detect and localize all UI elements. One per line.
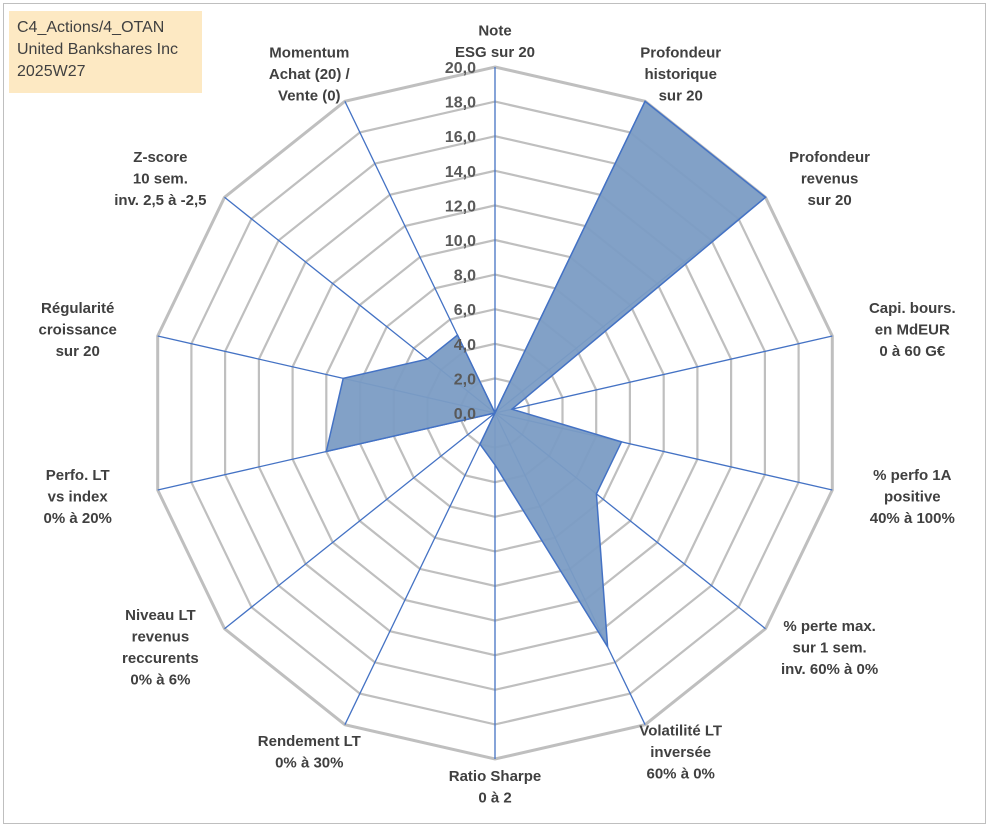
axis-label-line: sur 20 [807, 192, 851, 209]
tick-label-1: 2,0 [454, 371, 476, 388]
axis-label-6: Volatilité LT inversée 60% à 0% [639, 722, 722, 782]
axis-label-line: % perfo 1A [873, 467, 952, 484]
axis-label-10: Perfo. LT vs index 0% à 20% [44, 467, 112, 527]
axis-label-line: sur 1 sem. [792, 639, 866, 656]
axis-label-line: Momentum [269, 45, 349, 62]
axis-label-7: Ratio Sharpe 0 à 2 [449, 768, 542, 807]
axis-label-line: Rendement LT [258, 733, 361, 750]
axis-label-line: Note [478, 23, 511, 40]
axis-label-line: Profondeur [789, 149, 870, 166]
axis-label-line: inversée [650, 744, 711, 761]
tick-label-3: 6,0 [454, 302, 476, 319]
radar-axis-labels: Note ESG sur 20 Profondeur historique sur 20… [39, 23, 956, 807]
chart-title-box: C4_Actions/4_OTAN United Bankshares Inc … [9, 11, 202, 93]
axis-label-line: 0% à 20% [44, 510, 112, 527]
radar-series [325, 100, 767, 648]
axis-label-line: Achat (20) / [269, 66, 351, 83]
axis-label-line: reccurents [122, 650, 199, 667]
axis-label-line: 60% à 0% [647, 765, 715, 782]
axis-label-1: Profondeur historique sur 20 [640, 45, 721, 105]
axis-label-line: inv. 60% à 0% [781, 661, 878, 678]
axis-label-line: 40% à 100% [870, 510, 955, 527]
tick-label-7: 14,0 [445, 164, 476, 181]
tick-label-10: 20,0 [445, 60, 476, 77]
axis-label-11: Régularité croissance sur 20 [39, 300, 117, 360]
axis-label-2: Profondeur revenus sur 20 [789, 149, 870, 209]
axis-label-line: 0 à 2 [478, 790, 511, 807]
axis-label-line: Niveau LT [125, 607, 196, 624]
axis-label-line: 0% à 6% [130, 672, 190, 689]
axis-label-line: Z-score [133, 149, 187, 166]
axis-label-line: Perfo. LT [46, 467, 110, 484]
axis-label-9: Niveau LT revenus reccurents 0% à 6% [122, 607, 199, 689]
tick-label-0: 0,0 [454, 406, 476, 423]
axis-label-line: vs index [48, 489, 109, 506]
axis-label-line: revenus [801, 171, 859, 188]
axis-label-0: Note ESG sur 20 [455, 23, 535, 62]
axis-label-line: croissance [39, 321, 117, 338]
spoke-3 [494, 335, 833, 414]
axis-label-line: revenus [132, 629, 190, 646]
axis-label-line: sur 20 [56, 343, 100, 360]
axis-label-line: Capi. bours. [869, 300, 956, 317]
title-line-category: C4_Actions/4_OTAN [17, 19, 165, 36]
axis-label-line: Vente (0) [278, 88, 341, 105]
axis-label-4: % perfo 1A positive 40% à 100% [870, 467, 955, 527]
axis-label-line: ESG sur 20 [455, 44, 535, 61]
axis-label-12: Z-score 10 sem. inv. 2,5 à -2,5 [114, 149, 206, 209]
axis-label-line: en MdEUR [875, 321, 950, 338]
radar-tick-labels: 0,0 2,0 4,0 6,0 8,0 10,0 12,0 14,0 16,0 18,0 20,0 [445, 60, 476, 423]
tick-label-8: 16,0 [445, 129, 476, 146]
axis-label-line: sur 20 [659, 88, 703, 105]
spoke-8 [344, 412, 496, 725]
tick-label-9: 18,0 [445, 95, 476, 112]
axis-label-8: Rendement LT 0% à 30% [258, 733, 361, 772]
spoke-9 [224, 412, 496, 630]
axis-label-line: 0 à 60 G€ [879, 343, 946, 360]
axis-label-line: positive [884, 489, 941, 506]
axis-label-line: Régularité [41, 300, 114, 317]
title-line-company: United Bankshares Inc [17, 41, 178, 58]
axis-label-line: 10 sem. [133, 171, 188, 188]
axis-label-line: % perte max. [783, 618, 876, 635]
axis-label-line: Profondeur [640, 45, 721, 62]
title-line-period: 2025W27 [17, 63, 86, 80]
axis-label-13: Momentum Achat (20) / Vente (0) [269, 45, 351, 105]
axis-label-line: Ratio Sharpe [449, 768, 542, 785]
tick-label-2: 4,0 [454, 337, 476, 354]
axis-label-line: inv. 2,5 à -2,5 [114, 192, 206, 209]
tick-label-6: 12,0 [445, 198, 476, 215]
axis-label-5: % perte max. sur 1 sem. inv. 60% à 0% [781, 618, 878, 678]
axis-label-3: Capi. bours. en MdEUR 0 à 60 G€ [869, 300, 956, 360]
tick-label-4: 8,0 [454, 268, 476, 285]
axis-label-line: Volatilité LT [639, 722, 722, 739]
axis-label-line: historique [644, 66, 717, 83]
tick-label-5: 10,0 [445, 233, 476, 250]
axis-label-line: 0% à 30% [275, 755, 343, 772]
